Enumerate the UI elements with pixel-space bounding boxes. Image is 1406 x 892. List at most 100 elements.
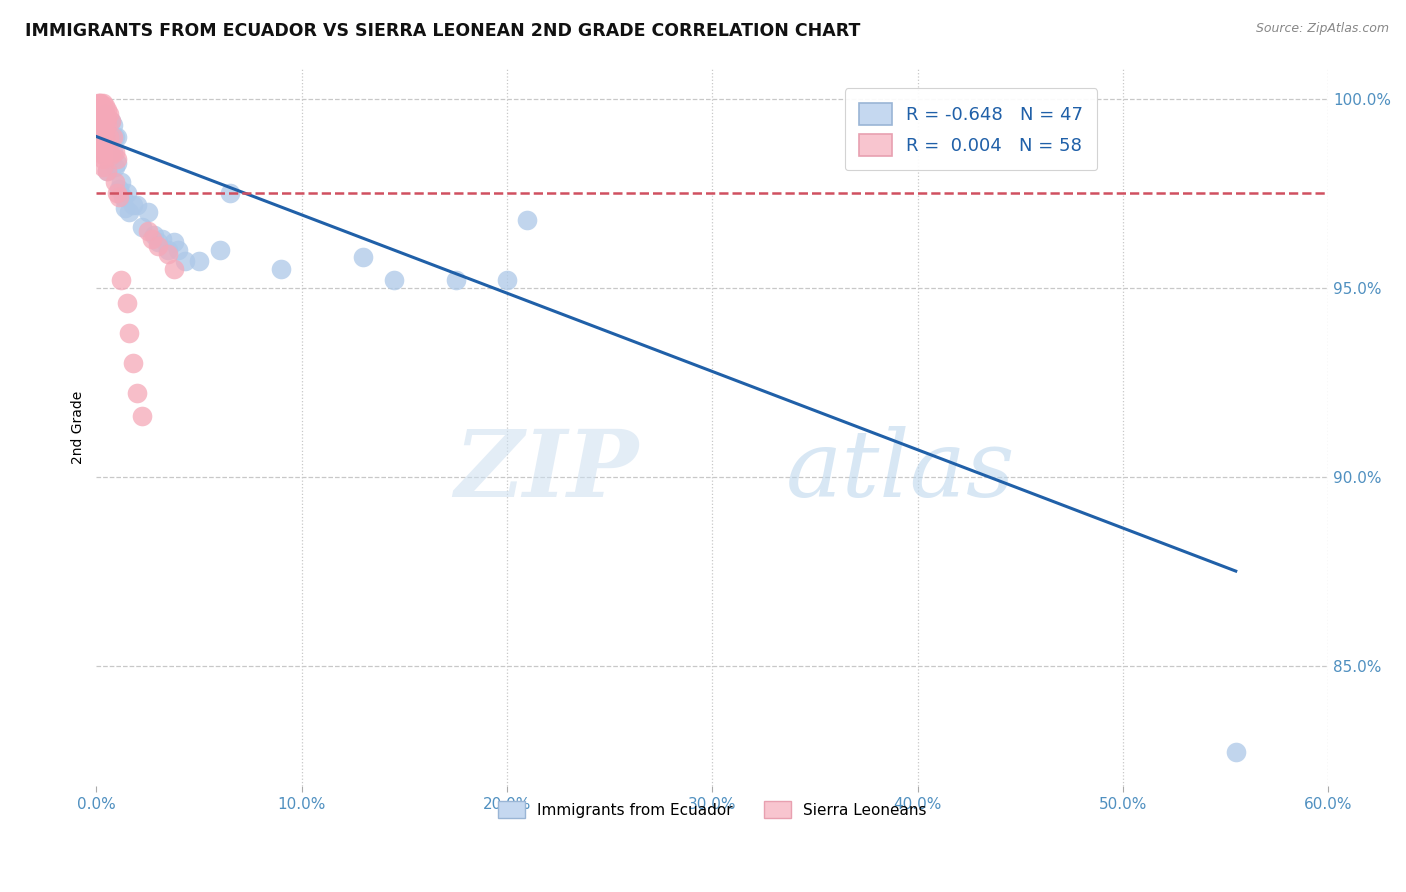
Point: [93, 99, 115, 113]
Point: [100, 129, 122, 144]
Point: [122, 197, 145, 211]
Point: [110, 273, 132, 287]
Point: [89, 95, 111, 110]
Point: [118, 326, 141, 340]
Point: [188, 254, 211, 268]
Point: [208, 243, 231, 257]
Point: [118, 205, 141, 219]
Point: [89, 114, 111, 128]
Point: [87, 95, 110, 110]
Point: [131, 409, 153, 424]
Point: [270, 261, 292, 276]
Point: [100, 114, 122, 128]
Point: [108, 182, 131, 196]
Y-axis label: 2nd Grade: 2nd Grade: [72, 391, 86, 464]
Point: [110, 175, 132, 189]
Point: [163, 235, 186, 250]
Point: [91, 118, 114, 132]
Point: [352, 251, 374, 265]
Point: [89, 107, 111, 121]
Point: [100, 148, 122, 162]
Point: [105, 186, 128, 201]
Point: [91, 126, 114, 140]
Point: [163, 261, 186, 276]
Point: [91, 137, 114, 152]
Point: [96, 103, 118, 117]
Point: [167, 243, 190, 257]
Point: [89, 103, 111, 117]
Point: [96, 111, 118, 125]
Legend: Immigrants from Ecuador, Sierra Leoneans: Immigrants from Ecuador, Sierra Leoneans: [491, 794, 935, 825]
Point: [105, 156, 128, 170]
Point: [1225, 746, 1247, 760]
Point: [100, 152, 122, 166]
Point: [93, 118, 115, 132]
Point: [97, 118, 120, 132]
Point: [108, 190, 131, 204]
Point: [157, 246, 180, 260]
Point: [96, 129, 118, 144]
Point: [105, 152, 128, 166]
Point: [136, 224, 159, 238]
Point: [516, 212, 538, 227]
Point: [93, 107, 115, 121]
Point: [89, 133, 111, 147]
Point: [87, 103, 110, 117]
Point: [97, 137, 120, 152]
Point: [127, 386, 149, 401]
Text: atlas: atlas: [786, 425, 1015, 516]
Point: [96, 163, 118, 178]
Point: [496, 273, 519, 287]
Point: [104, 145, 127, 159]
Point: [141, 231, 163, 245]
Point: [96, 118, 118, 132]
Point: [89, 126, 111, 140]
Point: [136, 205, 159, 219]
Point: [91, 95, 114, 110]
Point: [93, 122, 115, 136]
Point: [91, 118, 114, 132]
Point: [89, 129, 111, 144]
Point: [96, 163, 118, 178]
Point: [131, 220, 153, 235]
Point: [89, 103, 111, 117]
Point: [93, 107, 115, 121]
Point: [87, 114, 110, 128]
Point: [104, 160, 127, 174]
Point: [89, 111, 111, 125]
Text: IMMIGRANTS FROM ECUADOR VS SIERRA LEONEAN 2ND GRADE CORRELATION CHART: IMMIGRANTS FROM ECUADOR VS SIERRA LEONEA…: [25, 22, 860, 40]
Point: [444, 273, 467, 287]
Text: Source: ZipAtlas.com: Source: ZipAtlas.com: [1256, 22, 1389, 36]
Point: [112, 190, 135, 204]
Point: [89, 95, 111, 110]
Point: [101, 129, 124, 144]
Point: [382, 273, 405, 287]
Point: [91, 160, 114, 174]
Point: [96, 148, 118, 162]
Point: [104, 175, 127, 189]
Point: [115, 295, 138, 310]
Point: [114, 202, 136, 216]
Point: [146, 239, 169, 253]
Point: [115, 186, 138, 201]
Point: [218, 186, 240, 201]
Point: [142, 227, 165, 242]
Point: [91, 141, 114, 155]
Text: ZIP: ZIP: [454, 425, 638, 516]
Point: [122, 356, 145, 370]
Point: [100, 114, 122, 128]
Point: [93, 129, 115, 144]
Point: [101, 145, 124, 159]
Point: [97, 107, 120, 121]
Point: [93, 137, 115, 152]
Point: [89, 145, 111, 159]
Point: [89, 137, 111, 152]
Point: [150, 231, 173, 245]
Point: [127, 197, 149, 211]
Point: [91, 103, 114, 117]
Point: [93, 114, 115, 128]
Point: [91, 152, 114, 166]
Point: [173, 254, 195, 268]
Point: [104, 129, 127, 144]
Point: [101, 118, 124, 132]
